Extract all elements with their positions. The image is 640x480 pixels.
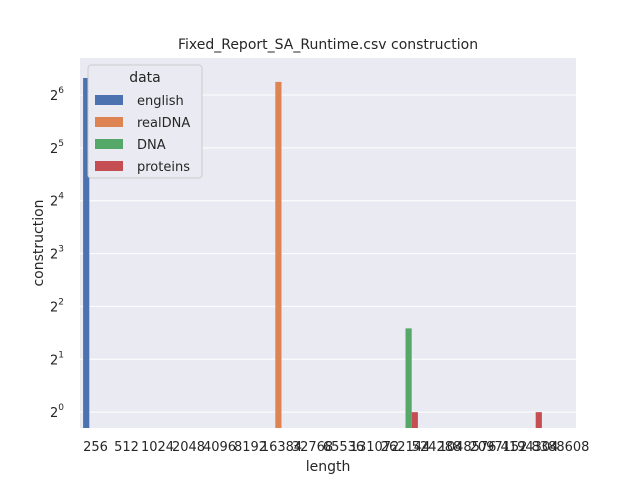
x-tick-label: 16384 (261, 440, 302, 455)
x-tick-label: 512 (114, 440, 139, 455)
x-tick-label: 65536 (323, 440, 364, 455)
bars (83, 77, 542, 429)
legend-label: english (137, 94, 184, 109)
y-axis-label: construction (31, 199, 47, 286)
bar-english (83, 77, 90, 429)
legend-title: data (129, 70, 161, 86)
grid-lines (80, 94, 576, 413)
x-tick-label: 1048576 (439, 440, 497, 455)
legend-swatch (95, 117, 123, 127)
legend: data english realDNA DNA proteins (87, 64, 203, 179)
legend-items: english realDNA DNA proteins (95, 94, 190, 175)
y-tick-label: 26 (50, 86, 64, 104)
y-tick-label: 25 (50, 139, 64, 157)
chart-title: Fixed_Report_SA_Runtime.csv construction (178, 37, 478, 53)
x-tick-label: 524288 (412, 440, 462, 455)
x-tick-label: 262144 (381, 440, 431, 455)
bar-realDNA (275, 81, 282, 428)
legend-swatch (95, 95, 123, 105)
x-tick-label: 1024 (141, 440, 174, 455)
y-tick-label: 23 (50, 245, 64, 263)
x-tick-label: 2097152 (470, 440, 528, 455)
bar-proteins (411, 412, 418, 428)
x-axis-label: length (306, 459, 351, 475)
legend-label: realDNA (137, 116, 190, 131)
legend-label: proteins (137, 160, 190, 175)
bar-proteins (535, 412, 542, 428)
x-tick-label: 2048 (172, 440, 205, 455)
x-tick-label: 256 (83, 440, 108, 455)
x-tick-label: 8388608 (532, 440, 590, 455)
legend-swatch (95, 161, 123, 171)
x-tick-label: 32768 (292, 440, 333, 455)
y-tick-label: 22 (50, 297, 64, 315)
legend-swatch (95, 139, 123, 149)
x-tick-label: 8192 (234, 440, 267, 455)
x-tick-label: 131072 (350, 440, 400, 455)
y-tick-label: 21 (50, 350, 64, 368)
y-tick-label: 20 (50, 403, 64, 421)
x-tick-label: 4194304 (501, 440, 559, 455)
bar-DNA (405, 328, 412, 428)
y-tick-label: 24 (50, 192, 64, 210)
legend-box (87, 64, 203, 179)
y-tick-labels: 20 21 22 23 24 25 26 (50, 86, 64, 421)
x-tick-labels: 256 512 1024204840968192163843276865536131… (83, 440, 589, 455)
legend-label: DNA (137, 138, 166, 153)
x-tick-label: 4096 (203, 440, 236, 455)
